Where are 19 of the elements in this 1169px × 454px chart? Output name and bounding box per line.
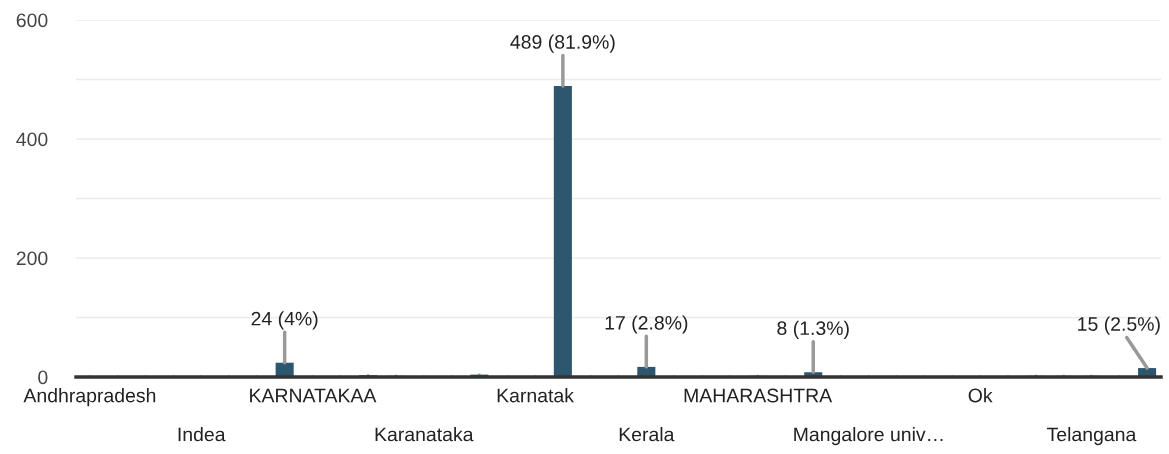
- data-label: 17 (2.8%): [605, 315, 688, 334]
- x-tick-label: KARNATAKAA: [250, 388, 377, 403]
- x-tick-label: Ok: [968, 388, 993, 403]
- x-tick-label: Indea: [178, 427, 226, 442]
- y-tick-label: 400: [16, 132, 48, 147]
- x-tick-label: Karnatak: [497, 388, 574, 403]
- data-label: 489 (81.9%): [510, 34, 615, 53]
- x-tick-label: Karanataka: [375, 427, 474, 442]
- data-label: 15 (2.5%): [1078, 316, 1160, 335]
- data-label: 24 (4%): [251, 311, 318, 330]
- x-tick-label: Telangana: [1047, 427, 1137, 446]
- y-tick-label: 200: [16, 251, 48, 266]
- y-tick-label: 0: [38, 370, 48, 385]
- data-label: 8 (1.3%): [777, 320, 849, 339]
- y-tick-label: 600: [16, 13, 48, 28]
- x-tick-label: Andhrapradesh: [23, 388, 156, 407]
- x-tick-label: Mangalore univ…: [794, 427, 943, 446]
- x-tick-label: Kerala: [619, 427, 675, 442]
- x-tick-label: MAHARASHTRA: [684, 388, 833, 403]
